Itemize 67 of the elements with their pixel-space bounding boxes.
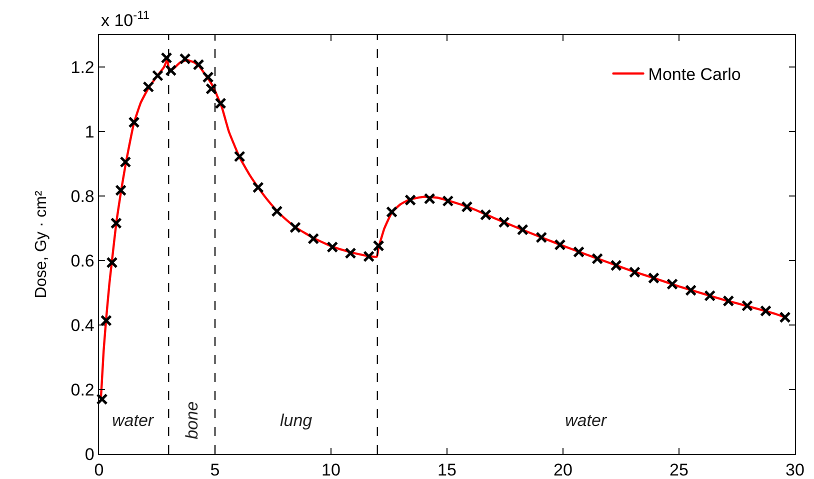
point — [289, 222, 302, 234]
point — [179, 53, 191, 65]
point — [326, 241, 338, 253]
point — [115, 184, 127, 196]
annotation: water — [112, 411, 155, 430]
point — [704, 290, 716, 302]
point — [760, 305, 772, 317]
x-tick-label: 20 — [554, 460, 572, 479]
point — [424, 192, 436, 205]
point — [779, 312, 791, 324]
x-tick-label: 25 — [670, 460, 688, 479]
x-tick-label: 30 — [786, 460, 804, 479]
point — [498, 216, 510, 228]
point — [205, 83, 218, 95]
annotation: water — [565, 411, 608, 430]
point — [442, 195, 454, 207]
point — [202, 71, 214, 84]
point — [128, 116, 140, 128]
y-tick-label: 0.6 — [70, 252, 94, 271]
x-tick-label: 15 — [438, 460, 456, 479]
x-tick-label: 10 — [322, 460, 340, 479]
point — [234, 150, 246, 162]
point — [106, 256, 118, 268]
point — [536, 232, 548, 244]
point — [722, 295, 734, 307]
point — [386, 206, 398, 218]
y-axis-title: Dose, Gy · cm² — [32, 190, 50, 298]
point — [252, 182, 264, 194]
annotation: lung — [280, 411, 313, 430]
point — [363, 250, 375, 262]
point — [344, 247, 356, 259]
point — [120, 156, 132, 168]
y-tick-label: 0.2 — [70, 380, 94, 400]
point — [214, 98, 226, 110]
point — [192, 58, 204, 70]
point — [404, 194, 416, 206]
point — [461, 200, 473, 213]
point — [592, 252, 604, 264]
point — [572, 246, 585, 258]
point — [271, 206, 283, 218]
point — [160, 52, 172, 64]
point — [610, 260, 622, 272]
point — [480, 209, 492, 221]
point — [628, 266, 640, 278]
y-tick-label: 1.2 — [70, 58, 94, 78]
point — [152, 70, 164, 82]
point — [741, 300, 754, 312]
point — [372, 240, 384, 252]
y-tick-label: 0.4 — [70, 316, 94, 336]
point — [165, 64, 177, 76]
annotation: bone — [182, 401, 202, 440]
x-tick-label: 5 — [210, 460, 220, 479]
legend-label: Monte Carlo — [648, 65, 741, 84]
point — [142, 81, 154, 93]
y-tick-label: 0.8 — [70, 187, 94, 206]
point — [516, 224, 528, 236]
point — [100, 314, 112, 326]
point — [554, 239, 566, 251]
text: x 10$^{-11}$ — [101, 8, 150, 30]
point — [96, 393, 108, 406]
y-tick-label: 1 — [84, 122, 94, 142]
point — [648, 272, 660, 284]
point — [308, 232, 320, 244]
point — [685, 284, 697, 296]
y-tick-label: 0 — [84, 444, 94, 464]
point — [110, 217, 122, 230]
point — [666, 278, 678, 290]
